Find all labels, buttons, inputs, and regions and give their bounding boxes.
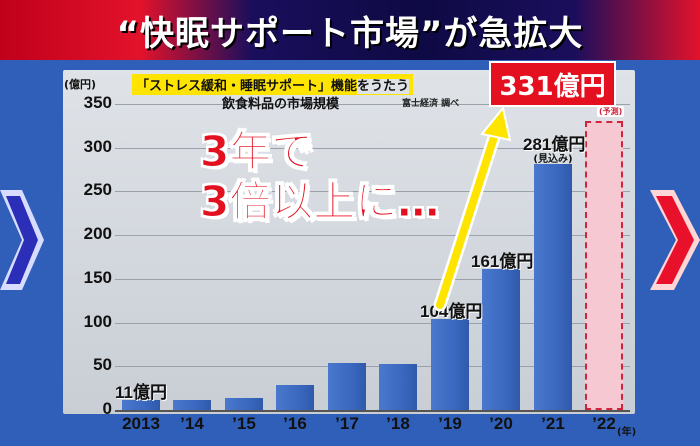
grid-line <box>115 148 630 149</box>
bar <box>122 400 160 410</box>
data-label: 281億円 <box>523 135 586 154</box>
y-tick-label: 150 <box>83 268 112 287</box>
y-tick-label: 300 <box>83 137 112 156</box>
y-tick-label: 0 <box>102 399 112 418</box>
x-axis-label: (年) <box>617 427 637 438</box>
x-tick-label: ’22 <box>592 414 616 433</box>
source-note: 富士経済 調べ <box>402 99 460 109</box>
grid-line <box>115 279 630 280</box>
bar <box>534 164 572 410</box>
grid-line <box>115 104 630 105</box>
chart-subtitle-line1: 「ストレス緩和・睡眠サポート」機能をうたう <box>132 74 414 95</box>
forecast-note: (予測) <box>597 106 625 117</box>
y-tick-label: 250 <box>83 180 112 199</box>
chart-subtitle-line2: 飲食料品の市場規模 <box>222 97 340 112</box>
bar <box>225 398 263 410</box>
bar-forecast <box>585 121 623 410</box>
chart-subtitle-line1-suffix: をうたう <box>357 79 410 94</box>
grid-line <box>115 191 630 192</box>
bar <box>431 319 469 410</box>
right-chevron-icon <box>650 190 700 290</box>
forecast-value-callout: 331億円 <box>489 61 616 107</box>
data-label: 11億円 <box>115 383 167 402</box>
data-label: 161億円 <box>471 252 534 271</box>
x-tick-label: ’19 <box>438 414 462 433</box>
bar <box>379 364 417 410</box>
x-tick-label: ’17 <box>335 414 359 433</box>
x-tick-label: ’16 <box>283 414 307 433</box>
bar <box>173 400 211 410</box>
grid-line <box>115 410 630 412</box>
y-axis-label: (億円) <box>64 78 97 91</box>
title-banner <box>0 0 700 60</box>
y-tick-label: 100 <box>83 312 112 331</box>
y-tick-label: 350 <box>83 93 112 112</box>
x-tick-label: ’21 <box>541 414 565 433</box>
y-tick-label: 200 <box>83 224 112 243</box>
bar <box>328 363 366 410</box>
page-title: “快眠サポート市場”が急拡大 <box>116 13 584 54</box>
y-tick-label: 50 <box>93 355 112 374</box>
annotation-line2: 3倍以上に… <box>199 177 440 227</box>
bar <box>482 269 520 410</box>
x-tick-label: ’14 <box>180 414 204 433</box>
data-note: (見込み) <box>533 154 573 165</box>
x-tick-label: ’18 <box>386 414 410 433</box>
grid-line <box>115 235 630 236</box>
x-tick-label: ’20 <box>489 414 513 433</box>
left-chevron-icon <box>0 190 44 290</box>
x-tick-label: ’15 <box>232 414 256 433</box>
annotation-line1: 3年で <box>199 127 314 177</box>
x-tick-label: 2013 <box>122 414 160 433</box>
grid-line <box>115 366 630 367</box>
grid-line <box>115 323 630 324</box>
bar <box>276 385 314 410</box>
